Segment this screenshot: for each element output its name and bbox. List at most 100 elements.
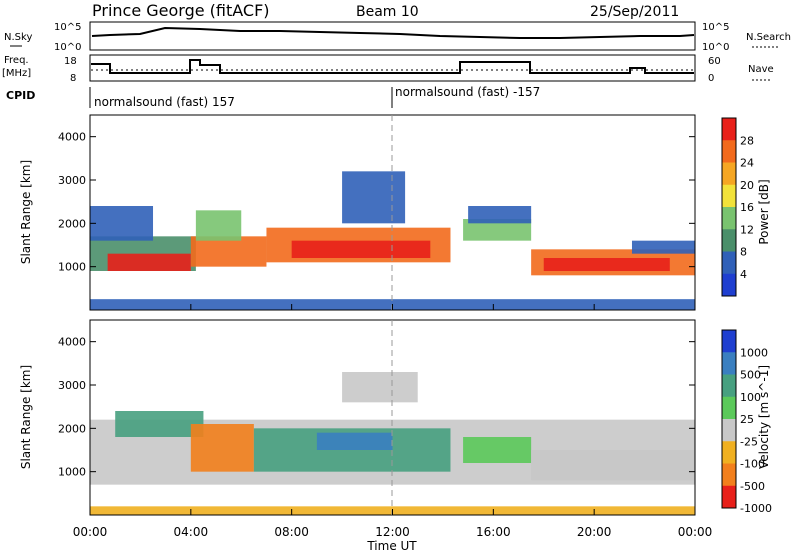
freq-tick-high: 18: [64, 56, 77, 67]
x-tick-label: 08:00: [274, 525, 309, 539]
nave-tick-low: 0: [708, 73, 714, 84]
echo-region: [468, 206, 532, 224]
echo-region: [631, 240, 695, 254]
colorbar-tick-label: 8: [740, 246, 747, 259]
colorbar-swatch: [722, 118, 736, 141]
cpid-segment-2: normalsound (fast) -157: [395, 85, 540, 99]
echo-region: [463, 437, 532, 463]
echo-region: [195, 210, 242, 241]
velocity-y-axis: 1000 2000 3000 4000: [58, 320, 695, 515]
nsky-trace: [91, 26, 695, 39]
colorbar-tick-label: 24: [740, 157, 754, 170]
cpid-segment-1: normalsound (fast) 157: [94, 95, 235, 109]
y-tick-label: 2000: [58, 422, 86, 435]
nsky-panel: [89, 21, 696, 51]
power-y-axis: 1000 2000 3000 4000: [58, 115, 695, 310]
colorbar-tick-label: 100: [740, 391, 761, 404]
x-tick-label: 16:00: [476, 525, 511, 539]
colorbar-tick-label: 25: [740, 413, 754, 426]
y-tick-label: 3000: [58, 174, 86, 187]
colorbar-tick-label: 500: [740, 369, 761, 382]
colorbar-tick-label: 20: [740, 179, 754, 192]
frequency-trace: [91, 59, 694, 74]
power-colorbar-label: Power [dB]: [757, 179, 771, 244]
colorbar-tick-label: -1000: [740, 502, 772, 515]
y-tick-label: 2000: [58, 217, 86, 230]
echo-region: [90, 206, 154, 241]
nsky-label: N.Sky: [4, 32, 32, 43]
colorbar-swatch: [722, 251, 736, 275]
nsearch-tick-high: 10^5: [702, 22, 729, 33]
x-tick-label: 00:00: [73, 525, 108, 539]
colorbar-swatch: [722, 207, 736, 230]
nsearch-tick-low: 10^0: [702, 42, 729, 53]
power-heatmap: 1000 2000 3000 4000 Slant Range [km]: [19, 114, 696, 311]
colorbar-tick-label: 12: [740, 223, 754, 236]
colorbar-tick-label: -100: [740, 458, 765, 471]
x-tick-label: 20:00: [577, 525, 612, 539]
y-tick-label: 3000: [58, 379, 86, 392]
colorbar-swatch: [722, 229, 736, 252]
colorbar-swatch: [722, 273, 736, 297]
colorbar-swatch: [722, 441, 736, 464]
colorbar-swatch: [722, 419, 736, 442]
colorbar-swatch: [722, 485, 736, 509]
colorbar-tick-label: -25: [740, 435, 758, 448]
cpid-label: CPID: [6, 89, 35, 102]
colorbar-swatch: [722, 463, 736, 487]
nsearch-label: N.Search: [746, 32, 791, 43]
echo-region: [342, 171, 406, 224]
echo-region: [316, 432, 393, 450]
velocity-heatmap: 1000 2000 3000 4000 Slant Range [km]: [19, 319, 696, 516]
freq-panel: [89, 54, 696, 82]
freq-label-line2: [MHz]: [2, 68, 31, 79]
echo-region: [190, 424, 254, 472]
colorbar-swatch: [722, 374, 736, 398]
velocity-colorbar-label: Velocity [m s^-1]: [757, 365, 771, 469]
x-axis-label: Time UT: [366, 539, 417, 553]
colorbar-frame: [721, 329, 737, 509]
colorbar-tick-label: 28: [740, 134, 754, 147]
freq-label-line1: Freq.: [4, 55, 29, 66]
freq-tick-low: 8: [70, 73, 76, 84]
colorbar-swatch: [722, 396, 736, 420]
x-tick-label: 12:00: [375, 525, 410, 539]
colorbar-tick-label: -500: [740, 480, 765, 493]
colorbar-tick-label: 16: [740, 201, 754, 214]
nsky-tick-low: 10^0: [54, 42, 81, 53]
power-colorbar: 4 8 12 16 20 24 28: [721, 117, 754, 297]
echo-region: [115, 411, 204, 437]
y-tick-label: 4000: [58, 336, 86, 349]
y-tick-label: 1000: [58, 261, 86, 274]
y-tick-label: 1000: [58, 466, 86, 479]
echo-region: [107, 253, 191, 271]
echo-region: [463, 219, 532, 241]
velocity-colorbar: 1000 500 100 25 -25 -100 -500 -1000: [721, 329, 772, 515]
colorbar-swatch: [722, 330, 736, 353]
colorbar-frame: [721, 117, 737, 297]
colorbar-swatch: [722, 184, 736, 208]
colorbar-tick-label: 4: [740, 268, 747, 281]
station-title: Prince George (fitACF): [92, 1, 270, 20]
colorbar-tick-label: 1000: [740, 346, 768, 359]
echo-region: [543, 258, 670, 271]
date-title: 25/Sep/2011: [590, 4, 679, 20]
nave-tick-high: 60: [708, 56, 721, 67]
echo-region: [342, 372, 418, 403]
nsky-tick-high: 10^5: [54, 22, 81, 33]
x-tick-label: 00:00: [678, 525, 713, 539]
echo-region: [291, 240, 431, 258]
colorbar-swatch: [722, 352, 736, 375]
beam-title: Beam 10: [356, 4, 419, 20]
echo-region: [190, 236, 267, 267]
power-ylabel: Slant Range [km]: [19, 160, 33, 264]
x-tick-label: 04:00: [174, 525, 209, 539]
y-tick-label: 4000: [58, 131, 86, 144]
velocity-ylabel: Slant Range [km]: [19, 365, 33, 469]
echo-region: [531, 450, 695, 481]
nave-label: Nave: [748, 64, 774, 75]
colorbar-swatch: [722, 140, 736, 163]
time-x-axis: 00:00 04:00 08:00 12:00 16:00 20:00 00:00: [73, 304, 713, 539]
colorbar-swatch: [722, 162, 736, 186]
